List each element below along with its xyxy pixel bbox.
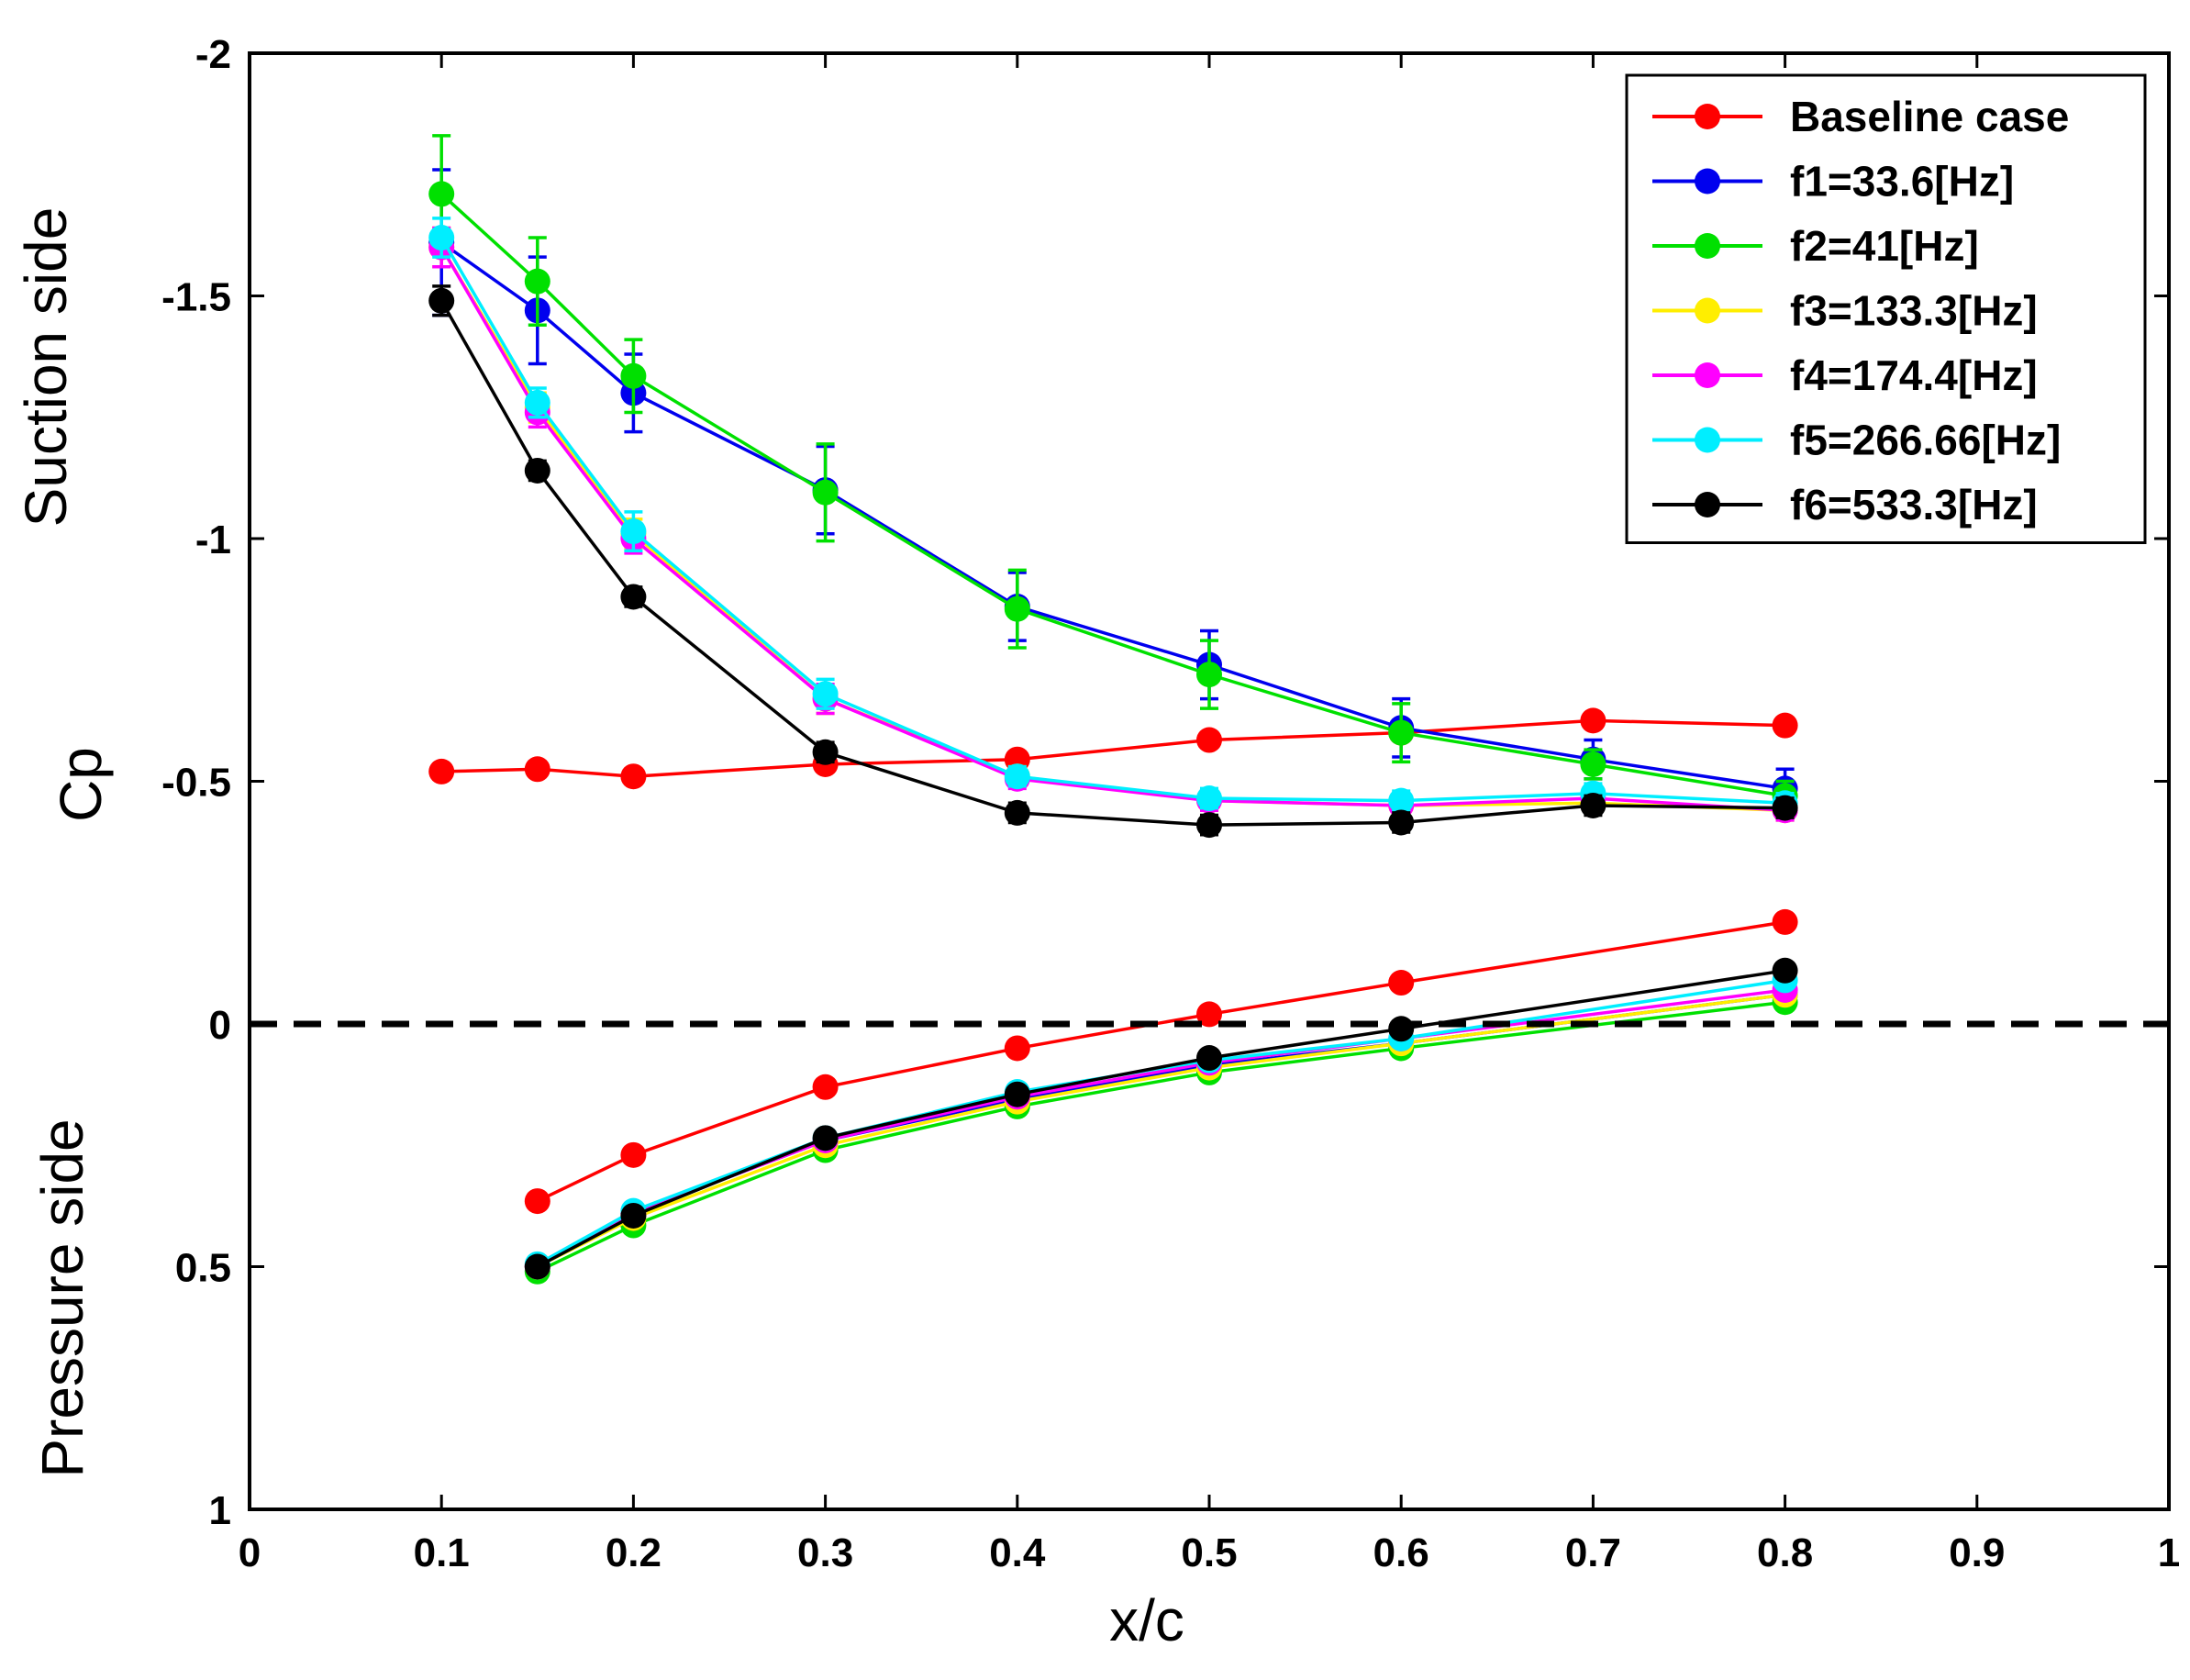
x-tick-label: 0.9 (1949, 1530, 2005, 1575)
suction-point (812, 681, 839, 707)
legend-label: f4=174.4[Hz] (1790, 351, 2038, 399)
suction-line (440, 240, 1785, 791)
pressure-point (1772, 908, 1798, 935)
x-tick-label: 0.8 (1757, 1530, 1813, 1575)
legend-label: Baseline case (1790, 93, 2069, 140)
x-tick-label: 0.4 (989, 1530, 1046, 1575)
suction-point (812, 739, 839, 765)
suction-point (1388, 719, 1415, 746)
suction-point (812, 479, 839, 506)
suction-point (428, 181, 455, 207)
suction-point (1388, 787, 1415, 814)
y-tick-label: -0.5 (161, 761, 231, 806)
suction-point (1004, 799, 1030, 826)
pressure-point (524, 1253, 550, 1280)
suction-point (620, 763, 647, 790)
pressure-point (620, 1202, 647, 1229)
pressure-point (1004, 1081, 1030, 1107)
suction-point (1004, 595, 1030, 622)
x-tick-label: 0.5 (1181, 1530, 1237, 1575)
suction-point (620, 584, 647, 610)
y-axis-ticks: -2 -1.5 -1 -0.5 0 0.5 1 (161, 32, 2169, 1533)
suction-point (524, 756, 550, 783)
pressure-point (1388, 1016, 1415, 1042)
series-layer (428, 134, 1798, 1285)
y-axis-label: Cp (48, 747, 114, 822)
y-tick-label: 0 (209, 1003, 231, 1048)
legend-marker (1695, 427, 1720, 453)
y-axis-label-suction-side: Suction side (13, 207, 79, 528)
legend-marker (1695, 362, 1720, 388)
pressure-point (524, 1188, 550, 1215)
suction-point (1388, 809, 1415, 836)
x-tick-label: 0.1 (414, 1530, 470, 1575)
x-tick-label: 0.6 (1373, 1530, 1429, 1575)
pressure-point (1004, 1035, 1030, 1062)
suction-point (620, 518, 647, 545)
pressure-point (812, 1125, 839, 1152)
suction-point (524, 389, 550, 416)
pressure-line (537, 1000, 1785, 1274)
x-axis-ticks: 0 0.1 0.2 0.3 0.4 0.5 0.6 0.7 0.8 0.9 1 (239, 53, 2180, 1575)
legend-marker (1695, 168, 1720, 195)
suction-point (1004, 763, 1030, 790)
suction-line (440, 193, 1785, 798)
y-tick-label: 0.5 (175, 1246, 231, 1291)
y-tick-label: -1 (195, 517, 231, 562)
suction-point (524, 268, 550, 295)
pressure-point (1196, 1001, 1222, 1028)
suction-point (1580, 751, 1606, 777)
y-tick-label: 1 (209, 1488, 231, 1533)
x-tick-label: 1 (2158, 1530, 2180, 1575)
suction-point (1580, 792, 1606, 818)
suction-point (1196, 662, 1222, 688)
legend-label: f5=266.66[Hz] (1790, 417, 2061, 464)
legend-marker (1695, 233, 1720, 259)
pressure-point (1772, 957, 1798, 984)
legend-label: f3=133.3[Hz] (1790, 287, 2038, 335)
x-tick-label: 0.2 (606, 1530, 661, 1575)
suction-point (524, 457, 550, 484)
pressure-point (1196, 1045, 1222, 1072)
pressure-line (536, 988, 1785, 1269)
legend: Baseline case f1=33.6[Hz] f2=41[Hz] f3=133.… (1625, 73, 2147, 544)
legend-label: f6=533.3[Hz] (1790, 481, 2038, 528)
x-tick-label: 0.3 (797, 1530, 853, 1575)
legend-marker (1695, 297, 1720, 324)
suction-point (1196, 812, 1222, 839)
y-axis-label-pressure-side: Pressure side (29, 1118, 95, 1477)
legend-label: f2=41[Hz] (1790, 222, 1979, 270)
suction-point (428, 758, 455, 784)
legend-marker (1695, 104, 1720, 129)
x-axis-label: x/c (1109, 1587, 1184, 1653)
pressure-point (812, 1074, 839, 1100)
suction-point (1772, 795, 1798, 821)
pressure-line (536, 993, 1785, 1269)
pressure-point (620, 1141, 647, 1168)
y-tick-label: -1.5 (161, 275, 231, 320)
legend-marker (1695, 492, 1720, 517)
x-tick-label: 0 (239, 1530, 261, 1575)
y-tick-label: -2 (195, 32, 231, 77)
legend-label: f1=33.6[Hz] (1790, 158, 2014, 206)
suction-point (1772, 712, 1798, 739)
x-tick-label: 0.7 (1565, 1530, 1621, 1575)
pressure-line (537, 920, 1785, 1203)
suction-point (428, 225, 455, 251)
pressure-point (1388, 970, 1415, 996)
suction-point (428, 287, 455, 314)
suction-point (1580, 707, 1606, 734)
suction-point (1196, 727, 1222, 753)
suction-point (1196, 785, 1222, 812)
pressure-line (537, 993, 1785, 1269)
suction-point (620, 362, 647, 389)
